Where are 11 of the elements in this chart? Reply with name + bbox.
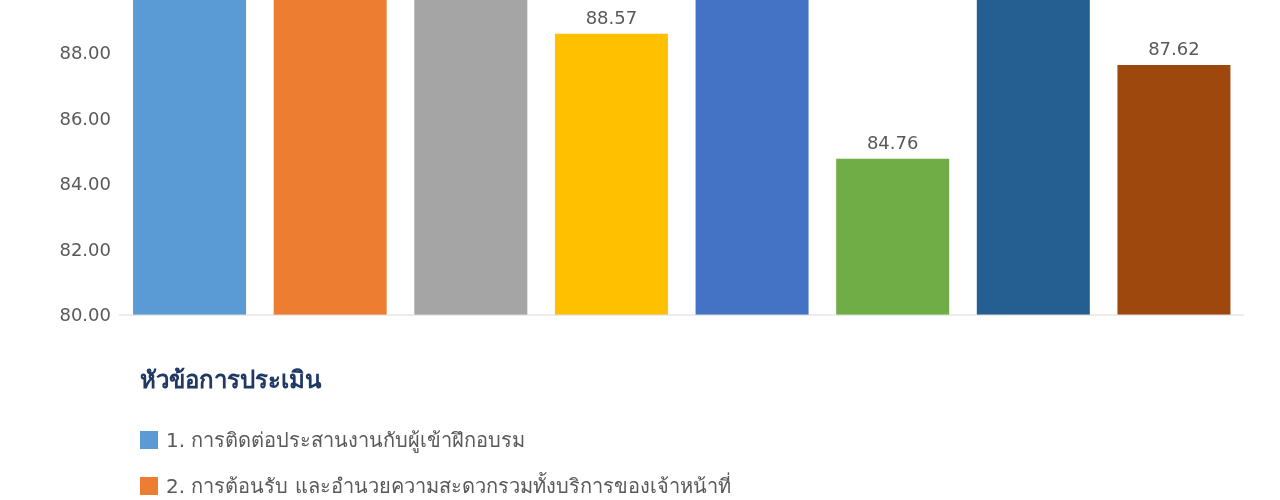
legend-label: 2. การต้อนรับ และอำนวยความสะดวกรวมทั้งบริการของเจ้าหน้าที่	[166, 471, 731, 500]
data-label: 84.76	[866, 131, 919, 153]
data-label: 88.57	[585, 6, 638, 28]
y-tick-label: 86.00	[59, 107, 111, 129]
y-tick-label: 88.00	[59, 41, 111, 63]
y-tick-label: 82.00	[59, 238, 111, 260]
data-label: 87.62	[1148, 37, 1200, 59]
legend-label: 1. การติดต่อประสานงานกับผู้เข้าฝึกอบรม	[166, 427, 526, 455]
legend-title: หัวข้อการประเมิน	[140, 365, 323, 396]
y-tick-label: 80.00	[59, 304, 111, 326]
y-tick-label: 84.00	[59, 173, 111, 195]
